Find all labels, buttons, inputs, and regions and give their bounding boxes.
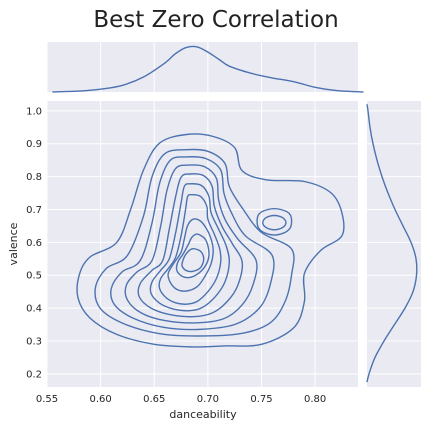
x-tick-label: 0.75 [250, 394, 272, 405]
y-tick-label: 0.5 [26, 271, 42, 282]
x-tick-label: 0.55 [36, 394, 58, 405]
y-axis-label: valence [7, 222, 20, 265]
main-plot-panel: 0.55 0.60 0.65 0.70 0.75 0.80 0.2 0.3 0.4 0.5 0.6… [26, 101, 358, 405]
y-tick-label: 0.7 [26, 205, 42, 216]
y-tick-label: 0.9 [26, 139, 42, 150]
x-axis-label: danceability [169, 408, 237, 421]
y-tick-label: 0.6 [26, 238, 42, 249]
x-tick-label: 0.70 [197, 394, 219, 405]
chart-title: Best Zero Correlation [93, 7, 338, 33]
y-tick-label: 0.8 [26, 172, 42, 183]
y-tick-label: 0.2 [26, 369, 42, 380]
x-tick-label: 0.65 [143, 394, 165, 405]
x-tick-label: 0.60 [89, 394, 111, 405]
y-tick-label: 0.3 [26, 336, 42, 347]
top-marginal-panel [47, 42, 363, 92]
y-tick-label: 1.0 [26, 106, 42, 117]
y-tick-label: 0.4 [26, 304, 42, 315]
right-marginal-panel [367, 101, 421, 387]
x-tick-label: 0.80 [304, 394, 326, 405]
